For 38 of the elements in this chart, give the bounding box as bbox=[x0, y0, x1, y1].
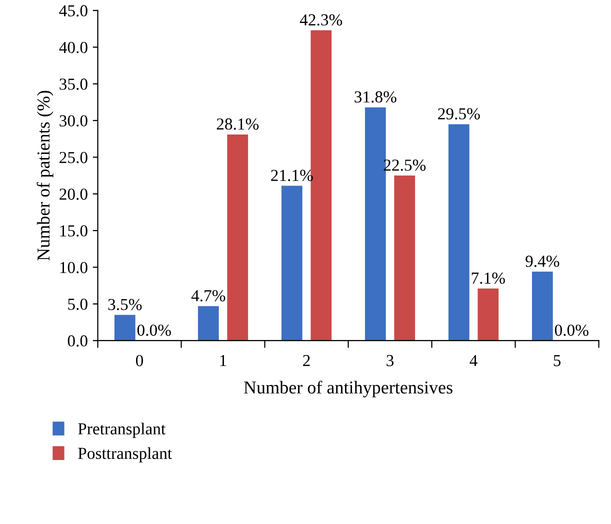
bar bbox=[114, 314, 136, 341]
y-tick-label: 35.0 bbox=[60, 78, 88, 90]
bar bbox=[281, 186, 302, 341]
bar bbox=[532, 272, 553, 341]
data-label: 3.5% bbox=[108, 298, 142, 310]
y-tick-label: 45.0 bbox=[59, 5, 88, 16]
data-label: 4.7% bbox=[191, 290, 226, 302]
data-label: 0.0% bbox=[554, 324, 588, 336]
y-tick-label: 40.0 bbox=[59, 42, 88, 54]
bar bbox=[198, 306, 219, 341]
bar bbox=[448, 124, 470, 341]
y-axis-title: Number of patients (%) bbox=[36, 90, 54, 261]
bar bbox=[394, 176, 416, 341]
data-label: 29.5% bbox=[438, 108, 480, 120]
y-tick-label: 25.0 bbox=[60, 152, 88, 164]
y-tick-label: 30.0 bbox=[60, 115, 88, 127]
x-tick-label: 3 bbox=[386, 355, 394, 366]
y-tick-label: 20.0 bbox=[60, 188, 88, 200]
data-label: 31.8% bbox=[354, 91, 396, 103]
data-label: 7.1% bbox=[472, 272, 505, 284]
x-axis-title: Number of antihypertensives bbox=[244, 380, 452, 398]
y-tick-label: 15.0 bbox=[60, 225, 88, 237]
data-label: 28.1% bbox=[216, 118, 259, 130]
y-tick-label: 0.0 bbox=[68, 335, 88, 347]
y-tick-label: 5.0 bbox=[68, 298, 88, 310]
data-label: 0.0% bbox=[137, 324, 171, 336]
x-tick-label: 5 bbox=[554, 355, 561, 366]
x-tick-label: 0 bbox=[136, 354, 144, 366]
data-label: 9.4% bbox=[526, 256, 560, 267]
y-tick-label: 10.0 bbox=[60, 262, 88, 274]
bar bbox=[478, 288, 499, 341]
legend-label: Pretransplant bbox=[78, 422, 166, 438]
x-tick-label: 4 bbox=[470, 355, 478, 366]
x-tick-label: 1 bbox=[220, 355, 226, 366]
legend-label: Posttransplant bbox=[78, 447, 172, 462]
x-tick-label: 2 bbox=[303, 355, 310, 366]
bar bbox=[227, 134, 248, 341]
data-label: 42.3% bbox=[300, 14, 342, 26]
